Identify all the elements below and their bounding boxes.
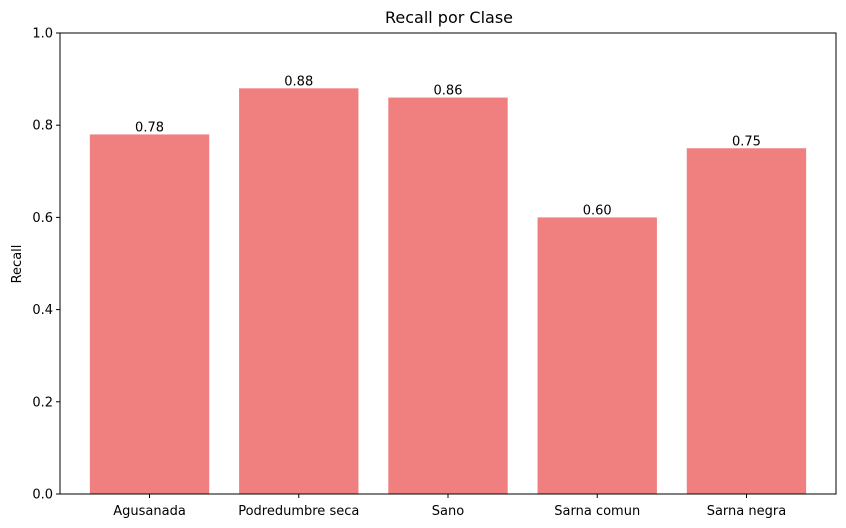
bar bbox=[388, 97, 508, 494]
x-tick-label: Sarna comun bbox=[554, 504, 640, 519]
x-tick-label: Agusanada bbox=[113, 504, 186, 519]
bar bbox=[239, 88, 359, 494]
data-label: 0.60 bbox=[583, 203, 612, 218]
data-label: 0.78 bbox=[135, 120, 164, 135]
x-tick-label: Sarna negra bbox=[707, 504, 786, 519]
x-tick-label: Sano bbox=[432, 504, 464, 519]
bar bbox=[537, 217, 657, 494]
data-label: 0.75 bbox=[732, 134, 761, 149]
data-label: 0.86 bbox=[434, 84, 463, 99]
y-tick-label: 0.6 bbox=[32, 211, 53, 226]
y-axis-label: Recall bbox=[10, 245, 25, 284]
bar bbox=[89, 134, 210, 495]
axes-layer: 0.0 0.2 0.4 0.6 0.8 1.0 Agusanada Podredumbre s… bbox=[32, 27, 837, 519]
chart-title: Recall por Clase bbox=[385, 8, 513, 27]
y-tick-label: 0.2 bbox=[32, 395, 53, 410]
bars-layer: 0.78 0.88 0.86 0.60 0.75 bbox=[89, 74, 807, 495]
x-tick-label: Podredumbre seca bbox=[238, 504, 359, 519]
y-tick-label: 0.0 bbox=[32, 488, 53, 503]
y-tick-label: 0.4 bbox=[32, 303, 53, 318]
y-tick-label: 1.0 bbox=[32, 27, 53, 42]
bar bbox=[686, 148, 807, 494]
y-tick-label: 0.8 bbox=[32, 119, 53, 134]
data-label: 0.88 bbox=[284, 74, 313, 89]
